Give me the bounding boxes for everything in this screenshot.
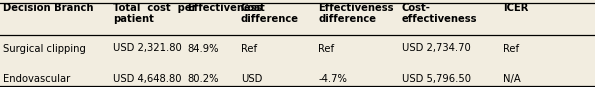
Text: N/A: N/A (503, 74, 521, 84)
Text: USD 4,648.80: USD 4,648.80 (113, 74, 181, 84)
Text: USD 2,321.80: USD 2,321.80 (113, 44, 182, 54)
Text: Total  cost  per
patient: Total cost per patient (113, 3, 197, 24)
Text: Effectiveness
difference: Effectiveness difference (318, 3, 394, 24)
Text: USD 2,734.70: USD 2,734.70 (402, 44, 471, 54)
Text: Endovascular
coiling: Endovascular coiling (3, 74, 70, 87)
Text: USD
2,326.99: USD 2,326.99 (241, 74, 286, 87)
Text: Effectiveness: Effectiveness (187, 3, 263, 13)
Text: Decision Branch: Decision Branch (3, 3, 93, 13)
Text: 80.2%: 80.2% (187, 74, 219, 84)
Text: USD 5,796.50: USD 5,796.50 (402, 74, 471, 84)
Text: Surgical clipping: Surgical clipping (3, 44, 86, 54)
Text: Ref: Ref (503, 44, 519, 54)
Text: ICER: ICER (503, 3, 528, 13)
Text: Cost
difference: Cost difference (241, 3, 299, 24)
Text: Ref: Ref (241, 44, 257, 54)
Text: Ref: Ref (318, 44, 334, 54)
Text: -4.7%: -4.7% (318, 74, 347, 84)
Text: 84.9%: 84.9% (187, 44, 219, 54)
Text: Cost-
effectiveness: Cost- effectiveness (402, 3, 477, 24)
